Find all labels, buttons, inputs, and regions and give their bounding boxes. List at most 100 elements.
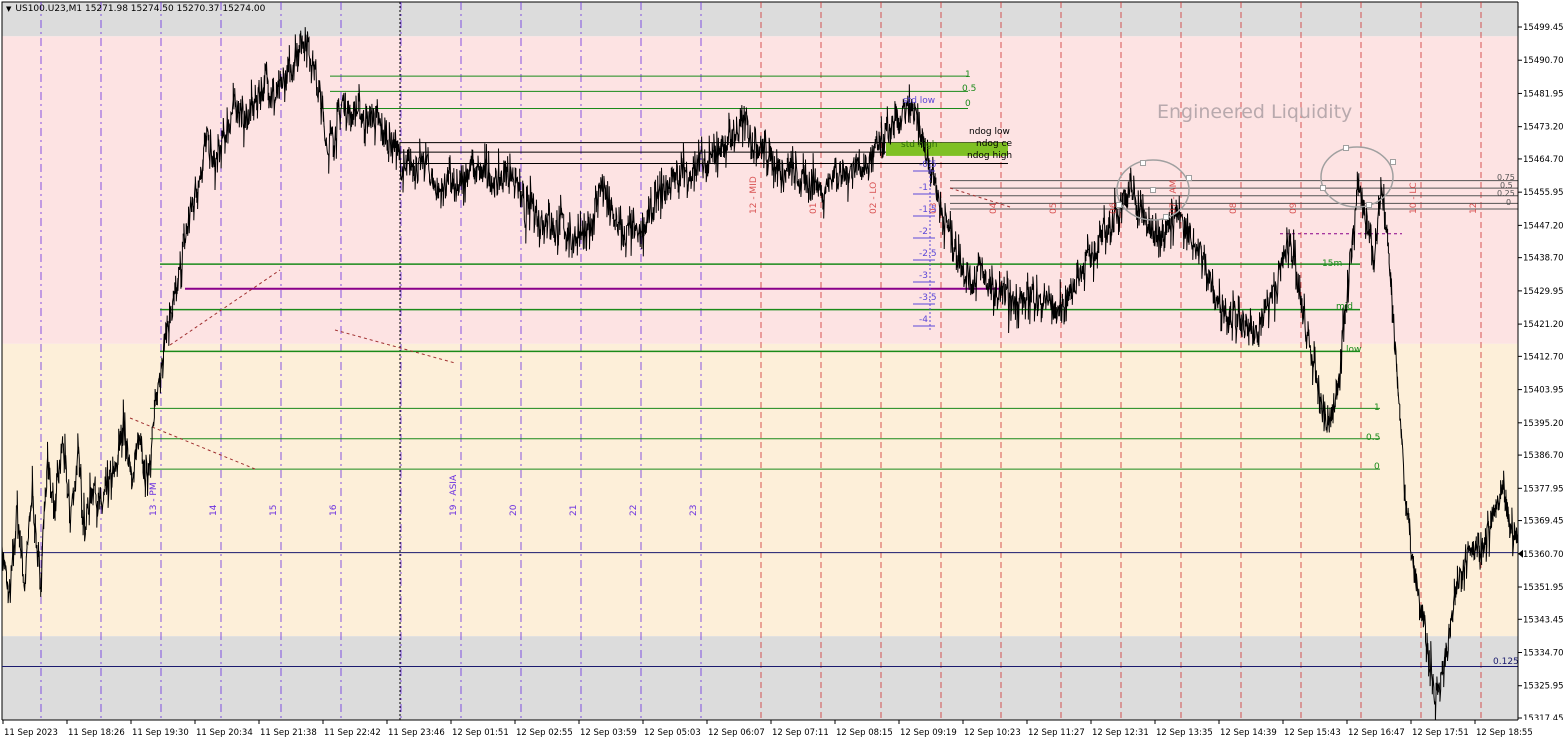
price-tick-label: 15455.95 (1523, 188, 1564, 198)
time-tick-label: 11 Sep 18:26 (68, 728, 125, 738)
std-label: -1 (919, 183, 928, 193)
price-tick-label: 15334.70 (1523, 649, 1564, 659)
time-tick-label: 12 Sep 02:55 (516, 728, 573, 738)
price-tick-label: 15473.20 (1523, 123, 1564, 133)
time-tick-label: 12 Sep 13:35 (1156, 728, 1213, 738)
symbol-ohlc-text: US100.U23,M1 15271.98 15274.50 15270.37 … (15, 4, 266, 14)
circle-handle (1186, 175, 1192, 181)
price-series (1, 27, 1519, 722)
time-tick-label: 12 Sep 14:39 (1220, 728, 1277, 738)
price-tick-label: 15421.20 (1523, 320, 1564, 330)
liquidity-circle (1320, 146, 1394, 208)
session-label: 03 (929, 203, 939, 214)
std-label: -3.5 (919, 293, 937, 303)
price-tick-label: 15369.45 (1523, 517, 1564, 527)
session-label: 05 (1049, 203, 1059, 214)
fib-box-label: 0.25 (1497, 189, 1515, 198)
triangle-down-icon[interactable]: ▼ (6, 5, 12, 13)
session-label: 13 - PM (149, 482, 159, 516)
price-tick-label: 15386.70 (1523, 451, 1564, 461)
time-tick-label: 12 Sep 01:51 (452, 728, 509, 738)
time-tick-label: 12 Sep 07:11 (772, 728, 829, 738)
zone-discount (2, 343, 1518, 637)
watermark-text: Engineered Liquidity (1157, 101, 1353, 123)
session-label: 22 (629, 505, 639, 516)
zone-top-gray (2, 2, 1518, 37)
chart-background (1, 1, 1519, 721)
price-tick-label: 15438.70 (1523, 254, 1564, 264)
session-label: 23 (689, 505, 699, 516)
price-tick-label: 15351.95 (1523, 583, 1564, 593)
session-label: 07 - AM (1169, 180, 1179, 214)
std-label: -0.5 (919, 160, 937, 170)
time-tick-label: 12 Sep 11:27 (1028, 728, 1085, 738)
price-tick-label: 15447.20 (1523, 221, 1564, 231)
circle-handle (1116, 202, 1122, 208)
time-tick-label: 12 Sep 17:51 (1412, 728, 1469, 738)
level-15m-label: 15m (1322, 259, 1342, 269)
time-tick-label: 12 Sep 03:59 (580, 728, 637, 738)
session-label: 06 (1109, 202, 1119, 214)
symbol-header: ▼ US100.U23,M1 15271.98 15274.50 15270.3… (6, 4, 265, 14)
price-tick-label: 15429.95 (1523, 287, 1564, 297)
price-levels (2, 75, 1518, 668)
session-label: 09 (1289, 202, 1299, 214)
fib-label-lower: 0 (1374, 462, 1380, 472)
circle-handle (1140, 160, 1146, 166)
circle-handle (1366, 202, 1372, 208)
price-tick-label: 15464.70 (1523, 155, 1564, 165)
std-label: -3 (919, 271, 928, 281)
time-tick-label: 12 Sep 09:19 (900, 728, 957, 738)
price-tick-label: 15395.20 (1523, 419, 1564, 429)
fib-label-lower: 0.5 (1366, 433, 1380, 443)
std-label: -4 (919, 315, 928, 325)
price-tick-label: 15403.95 (1523, 386, 1564, 396)
time-tick-label: 12 Sep 05:03 (644, 728, 701, 738)
std-label: -2 (919, 227, 928, 237)
session-label: 15 (269, 505, 279, 516)
price-tick-label: 15325.95 (1523, 682, 1564, 692)
zone-premium (2, 36, 1518, 344)
liquidity-circle (1116, 159, 1190, 221)
time-tick-label: 11 Sep 22:42 (324, 728, 381, 738)
session-label: 12 - MID (749, 176, 759, 214)
level-mid-label: mid (1336, 302, 1353, 312)
std-high-label: std high (901, 140, 937, 150)
time-tick-label: 11 Sep 2023 (4, 728, 58, 738)
level-low-label: low (1346, 345, 1361, 355)
time-tick-label: 12 Sep 06:07 (708, 728, 765, 738)
time-tick-label: 11 Sep 21:38 (260, 728, 317, 738)
price-tick-label: 15490.70 (1523, 56, 1564, 66)
time-tick-label: 11 Sep 20:34 (196, 728, 253, 738)
hline-label: 0.125 (1493, 657, 1519, 667)
fib-box-label: 0.75 (1497, 173, 1515, 182)
session-label: 08 (1229, 202, 1239, 214)
circle-handle (1390, 159, 1396, 165)
session-label: 12 (1469, 203, 1479, 214)
price-line (1, 27, 1519, 722)
time-axis: 11 Sep 2023 11 Sep 18:26 11 Sep 19:30 11 Se… (0, 719, 1568, 743)
price-axis-bg (1518, 0, 1568, 743)
ndog-high-label: ndog high (967, 151, 1012, 161)
std-label: -1.5 (919, 205, 937, 215)
time-axis-bg (0, 720, 1568, 743)
fib-box-label: 0.5 (1500, 181, 1513, 190)
ndog-box (886, 142, 1008, 156)
price-tick-label: 15377.95 (1523, 484, 1564, 494)
trend-line (949, 187, 1011, 208)
circle-handle (1150, 187, 1156, 193)
session-label: 16 (329, 504, 339, 516)
session-label: 10 - LC (1409, 182, 1419, 214)
session-label: 20 (509, 504, 519, 516)
price-tick-label: 15481.95 (1523, 89, 1564, 99)
fib-box-label: 0 (1506, 198, 1511, 207)
fib-label: 0 (965, 99, 971, 109)
price-tick-label: 15317.45 (1523, 714, 1564, 724)
price-tick-label: 15343.45 (1523, 615, 1564, 625)
session-label: 02 - LO (869, 182, 879, 214)
fib-label: 0.5 (962, 84, 976, 94)
time-tick-label: 12 Sep 15:43 (1284, 728, 1341, 738)
std-label: -2.5 (919, 249, 937, 259)
